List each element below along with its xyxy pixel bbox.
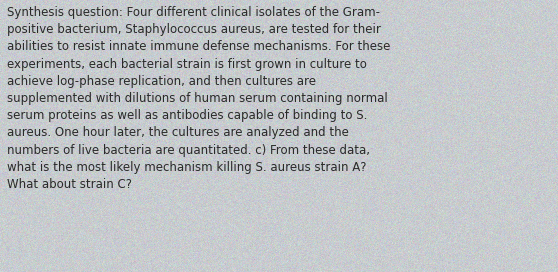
- Text: Synthesis question: Four different clinical isolates of the Gram-
positive bacte: Synthesis question: Four different clini…: [7, 6, 391, 191]
